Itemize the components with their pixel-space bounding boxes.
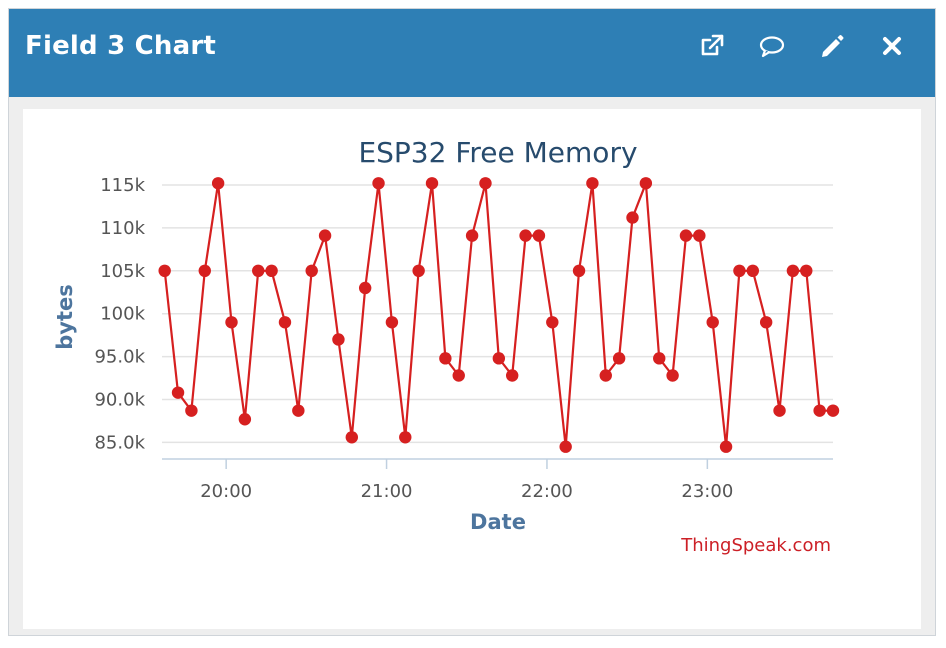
- x-tick-label: 20:00: [200, 481, 252, 502]
- data-point[interactable]: [733, 264, 746, 278]
- chart-title: ESP32 Free Memory: [358, 136, 637, 169]
- data-point[interactable]: [719, 440, 733, 453]
- data-point[interactable]: [746, 264, 760, 278]
- x-axis-title: Date: [470, 510, 526, 534]
- x-tick-label: 22:00: [521, 481, 573, 502]
- panel-toolbar: [699, 33, 905, 59]
- close-icon[interactable]: [879, 33, 905, 59]
- data-point[interactable]: [679, 229, 693, 242]
- data-point[interactable]: [773, 404, 786, 417]
- data-point[interactable]: [532, 229, 546, 242]
- thingspeak-credit[interactable]: ThingSpeak.com: [680, 535, 831, 556]
- data-point[interactable]: [358, 281, 372, 295]
- panel-title: Field 3 Chart: [25, 31, 217, 61]
- data-point[interactable]: [412, 264, 425, 278]
- data-point[interactable]: [198, 264, 211, 278]
- data-point[interactable]: [599, 369, 612, 382]
- chart-svg: 85.0k 90.0k 95.0k 100k 105k 110k 115k 20:00 21:…: [53, 136, 840, 556]
- x-tick-label: 23:00: [681, 481, 733, 502]
- x-axis-ticks: [225, 459, 709, 469]
- data-point[interactable]: [519, 229, 532, 242]
- data-point[interactable]: [813, 404, 826, 417]
- y-axis-title: bytes: [53, 284, 77, 350]
- data-point[interactable]: [252, 264, 265, 278]
- chart-area: 85.0k 90.0k 95.0k 100k 105k 110k 115k 20:00 21:…: [23, 109, 921, 629]
- data-point[interactable]: [479, 177, 492, 190]
- data-point[interactable]: [639, 177, 653, 190]
- data-point[interactable]: [292, 404, 305, 417]
- data-point[interactable]: [492, 352, 506, 365]
- data-point[interactable]: [586, 177, 599, 190]
- panel-header: Field 3 Chart: [9, 9, 935, 97]
- data-point[interactable]: [158, 264, 171, 278]
- y-tick-label: 105k: [100, 261, 145, 282]
- data-point[interactable]: [238, 413, 252, 426]
- y-tick-label: 95.0k: [94, 347, 145, 368]
- x-tick-label: 21:00: [361, 481, 413, 502]
- data-point[interactable]: [666, 369, 679, 382]
- data-point[interactable]: [278, 316, 292, 329]
- data-point[interactable]: [572, 264, 586, 278]
- data-point[interactable]: [305, 264, 318, 278]
- grid-lines: [162, 184, 833, 444]
- chart-panel: Field 3 Chart: [8, 8, 936, 636]
- data-point[interactable]: [759, 316, 773, 329]
- y-tick-label: 110k: [100, 218, 145, 239]
- data-point[interactable]: [546, 316, 559, 329]
- data-point[interactable]: [800, 264, 813, 278]
- data-point[interactable]: [225, 316, 238, 329]
- data-point[interactable]: [385, 316, 399, 329]
- data-point[interactable]: [171, 386, 185, 399]
- data-point[interactable]: [439, 352, 452, 365]
- y-tick-label: 90.0k: [94, 390, 145, 411]
- data-point[interactable]: [185, 404, 198, 417]
- x-axis-labels: 20:00 21:00 22:00 23:00: [200, 481, 733, 502]
- data-point[interactable]: [318, 229, 332, 242]
- data-point[interactable]: [345, 431, 359, 444]
- data-point[interactable]: [372, 177, 385, 190]
- data-point[interactable]: [693, 229, 706, 242]
- data-point[interactable]: [452, 369, 465, 382]
- pencil-icon[interactable]: [819, 33, 845, 59]
- data-point[interactable]: [653, 352, 666, 365]
- data-point[interactable]: [786, 264, 800, 278]
- y-tick-label: 85.0k: [94, 432, 145, 453]
- y-tick-label: 100k: [100, 304, 145, 325]
- data-point[interactable]: [706, 316, 719, 329]
- external-link-icon[interactable]: [699, 33, 725, 59]
- y-tick-label: 115k: [100, 175, 145, 196]
- series-line: [163, 182, 833, 448]
- y-axis-labels: 85.0k 90.0k 95.0k 100k 105k 110k 115k: [94, 175, 145, 453]
- data-point[interactable]: [465, 229, 479, 242]
- data-point[interactable]: [826, 404, 840, 417]
- data-point[interactable]: [626, 211, 639, 224]
- comment-icon[interactable]: [759, 33, 785, 59]
- data-point[interactable]: [399, 431, 412, 444]
- data-point[interactable]: [612, 352, 626, 365]
- series-points: [158, 177, 840, 453]
- data-point[interactable]: [211, 177, 225, 190]
- data-point[interactable]: [425, 177, 439, 190]
- data-point[interactable]: [506, 369, 519, 382]
- data-point[interactable]: [265, 264, 278, 278]
- data-point[interactable]: [559, 440, 572, 453]
- data-point[interactable]: [332, 333, 345, 346]
